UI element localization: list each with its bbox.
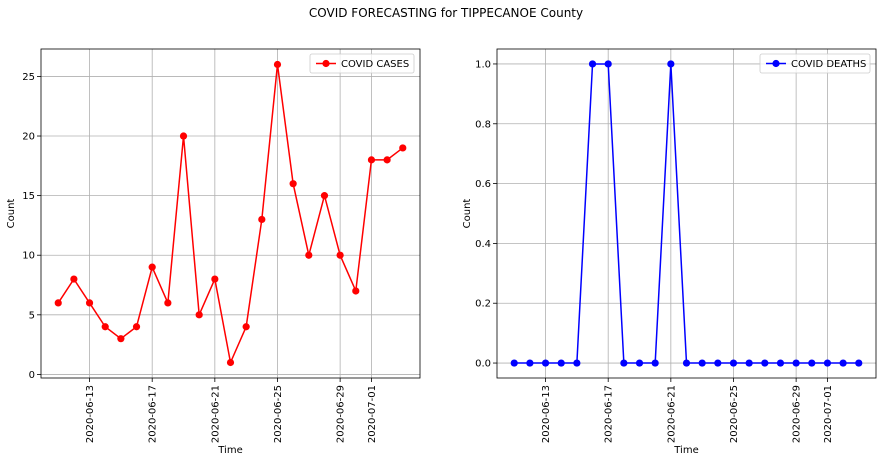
legend-label: COVID DEATHS	[791, 59, 866, 70]
data-point	[352, 287, 360, 295]
data-point	[54, 299, 62, 307]
y-tick-label: 0.6	[475, 179, 491, 190]
data-point	[383, 156, 391, 164]
x-tick-label: 2020-06-13	[85, 385, 96, 443]
data-point	[541, 359, 550, 367]
y-tick-label: 0	[29, 370, 35, 381]
y-tick-label: 25	[22, 72, 35, 83]
data-point	[117, 335, 125, 343]
data-point	[164, 299, 172, 307]
x-tick-label: 2020-06-13	[541, 385, 552, 443]
legend-box	[309, 53, 415, 74]
x-tick-label: 2020-07-01	[823, 385, 834, 443]
data-point	[823, 359, 832, 367]
x-tick-label: 2020-06-29	[792, 385, 803, 443]
x-tick-label: 2020-06-29	[336, 385, 347, 443]
x-axis-label: Time	[673, 445, 698, 456]
data-point	[635, 359, 644, 367]
data-point	[745, 359, 753, 367]
data-point	[101, 323, 109, 331]
data-point	[588, 60, 597, 68]
x-tick-label: 2020-07-01	[367, 385, 378, 443]
data-point	[336, 251, 344, 259]
data-point	[226, 358, 235, 367]
x-tick-label: 2020-06-25	[729, 385, 740, 443]
legend-marker	[772, 59, 780, 68]
data-point	[132, 323, 141, 331]
data-point	[179, 132, 188, 140]
legend-marker	[322, 59, 330, 68]
data-point	[289, 180, 297, 188]
x-tick-label: 2020-06-21	[666, 385, 677, 443]
data-point	[839, 359, 847, 367]
y-tick-label: 1.0	[475, 59, 491, 70]
data-point	[85, 299, 94, 307]
plot-frame	[40, 48, 421, 379]
y-axis-label: Count	[462, 199, 473, 229]
data-point	[573, 359, 581, 367]
data-point	[273, 60, 282, 69]
data-point	[729, 359, 738, 367]
x-tick-label: 2020-06-21	[210, 385, 221, 443]
data-point	[651, 359, 659, 367]
data-point	[148, 263, 156, 271]
y-tick-label: 0.8	[475, 119, 491, 130]
chart-1: 2020-06-13 2020-06-17 2020-06-21 2020-06-25…	[6, 48, 421, 456]
x-tick-label: 2020-06-25	[273, 385, 284, 443]
y-axis-label: Count	[6, 199, 17, 229]
data-point	[526, 359, 534, 367]
data-point	[698, 359, 706, 367]
data-point	[242, 323, 250, 331]
y-tick-label: 10	[22, 251, 35, 262]
legend-box	[759, 53, 871, 74]
y-tick-label: 15	[22, 191, 35, 202]
data-point	[855, 359, 863, 367]
data-point	[667, 60, 675, 68]
data-point	[70, 275, 78, 283]
data-point	[399, 144, 407, 152]
chart-2: 2020-06-13 2020-06-17 2020-06-21 2020-06-25…	[462, 48, 877, 456]
series-line	[514, 63, 859, 364]
data-point	[367, 156, 376, 164]
figure-title: COVID FORECASTING for TIPPECANOE County	[309, 6, 583, 20]
y-tick-label: 0.2	[475, 299, 491, 310]
data-point	[604, 60, 612, 68]
data-point	[510, 359, 518, 367]
y-tick-label: 20	[22, 132, 35, 143]
data-point	[682, 359, 691, 367]
data-point	[714, 359, 722, 367]
x-axis-label: Time	[217, 445, 242, 456]
data-point	[761, 359, 769, 367]
data-point	[320, 192, 329, 200]
data-point	[620, 359, 628, 367]
y-tick-label: 5	[29, 310, 35, 321]
data-point	[305, 251, 313, 259]
legend-label: COVID CASES	[341, 59, 409, 70]
data-point	[211, 275, 219, 283]
plot-frame	[496, 48, 877, 379]
x-tick-label: 2020-06-17	[148, 385, 159, 443]
y-tick-label: 0.0	[475, 359, 491, 370]
data-point	[557, 359, 565, 367]
data-point	[808, 359, 816, 367]
data-point	[195, 311, 203, 319]
series-line	[57, 64, 404, 366]
x-tick-label: 2020-06-17	[604, 385, 615, 443]
y-tick-label: 0.4	[475, 239, 491, 250]
data-point	[258, 215, 266, 224]
data-point	[792, 359, 800, 367]
data-point	[776, 359, 785, 367]
